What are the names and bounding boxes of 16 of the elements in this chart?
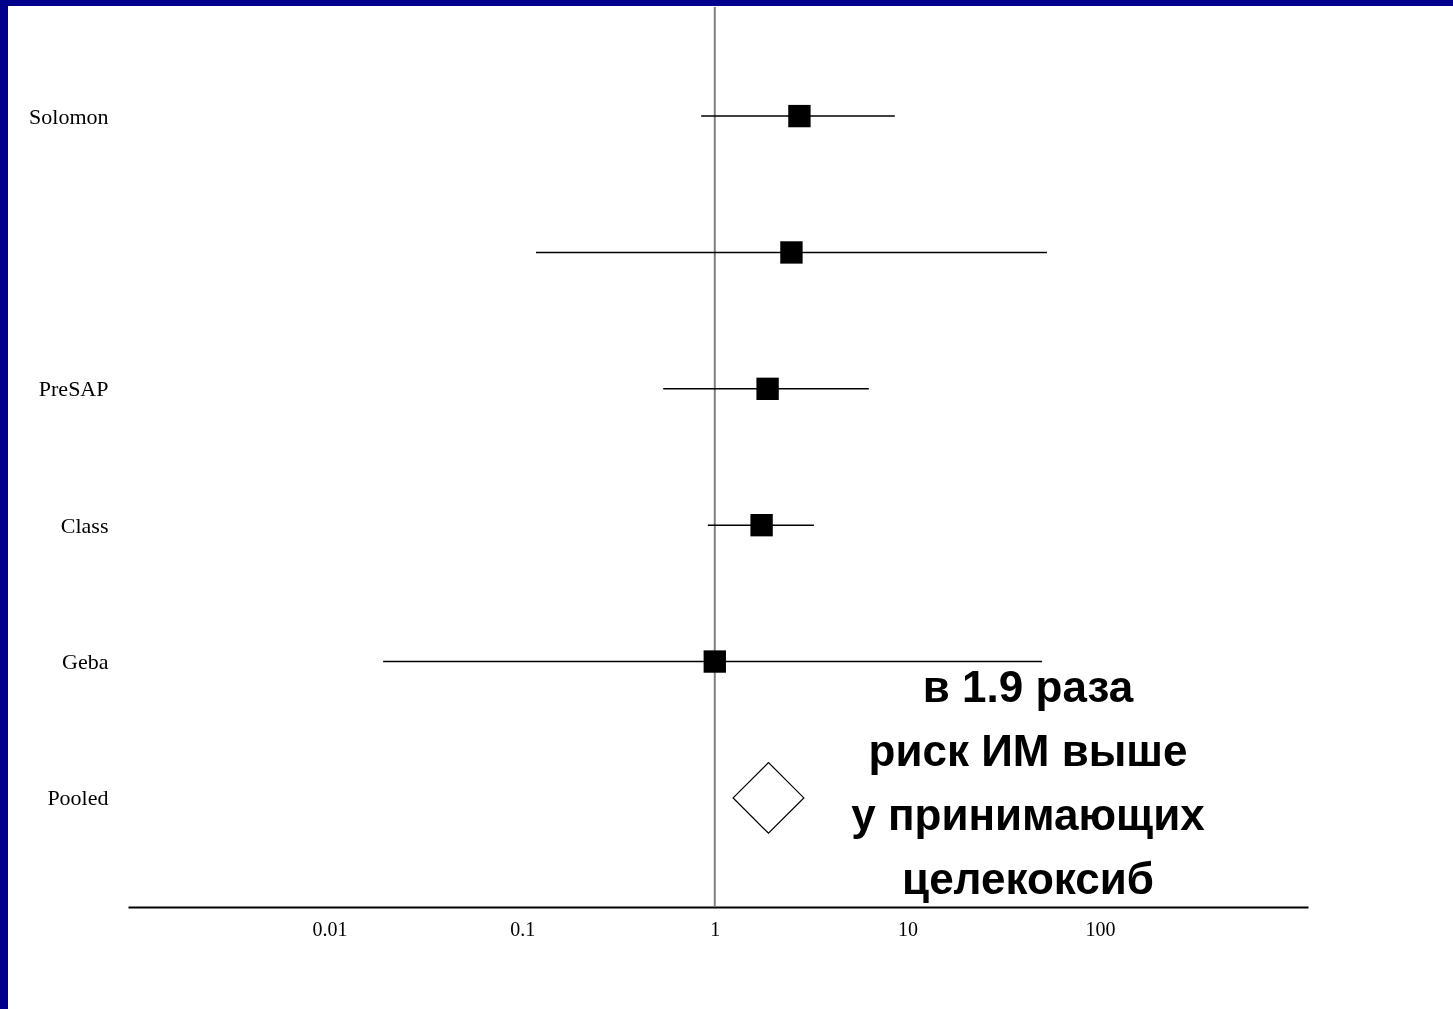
point	[780, 241, 803, 264]
x-tick-label: 0.1	[510, 917, 536, 940]
point	[732, 761, 805, 834]
y-tick-label: Geba	[62, 649, 109, 675]
y-tick-label: Pooled	[47, 785, 109, 811]
annotation: в 1.9 раза риск ИМ выше у принимающих целекоксиб	[851, 662, 1206, 903]
x-tick-label: 100	[1085, 917, 1116, 940]
point	[788, 104, 811, 128]
x-tick-label: 0.01	[312, 917, 348, 940]
x-tick-label: 1	[710, 917, 721, 940]
point	[750, 514, 773, 537]
point	[756, 377, 779, 400]
y-tick-label: PreSAP	[38, 376, 109, 402]
x-tick-label: 10	[897, 917, 918, 940]
y-tick-label: Solomon	[29, 103, 109, 129]
y-tick-label: Class	[60, 512, 109, 538]
